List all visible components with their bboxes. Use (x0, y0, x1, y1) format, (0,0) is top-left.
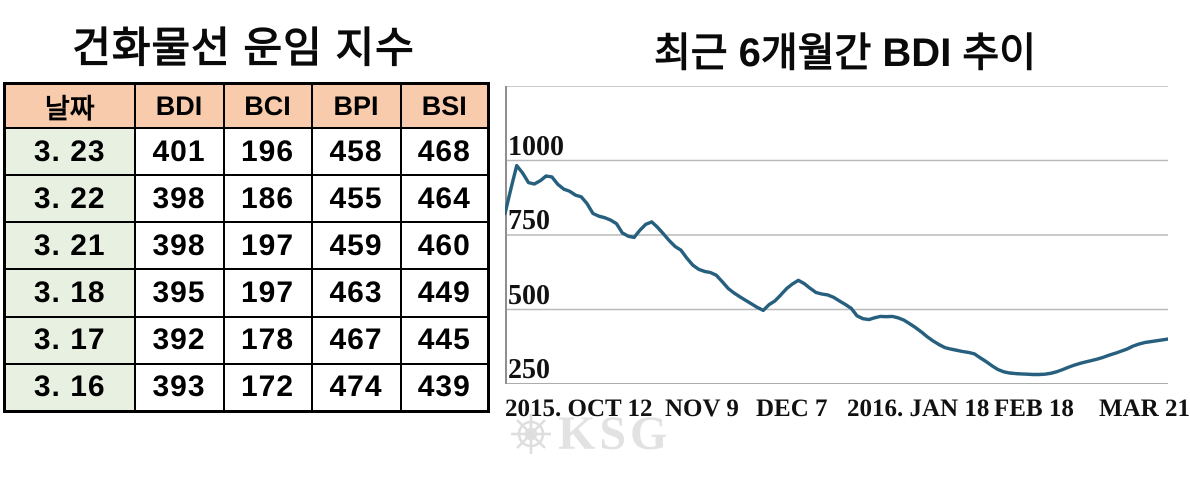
ship-wheel-icon (511, 414, 551, 454)
y-tick-label: 1000 (508, 130, 564, 162)
x-tick-label: MAR 21 (1099, 395, 1190, 422)
value-cell: 172 (222, 362, 313, 413)
bdi-line-chart: 1000 750 500 250 (505, 86, 1168, 384)
value-cell: 398 (133, 174, 225, 224)
date-cell: 3. 21 (3, 221, 136, 271)
column-header: BDI (133, 82, 225, 129)
freight-index-title: 건화물선 운임 지수 (72, 24, 415, 71)
table-row: 3. 17 392 178 467 445 (3, 315, 490, 365)
value-cell: 463 (310, 268, 402, 318)
column-header: BPI (310, 82, 402, 129)
x-axis-labels: 2015. OCT 12 NOV 9 DEC 7 2016. JAN 18 FEB 18… (505, 395, 1190, 426)
date-cell: 3. 16 (3, 362, 136, 413)
value-cell: 186 (222, 174, 313, 224)
value-cell: 467 (310, 315, 402, 365)
watermark-text: KSG (558, 407, 672, 460)
value-cell: 459 (310, 221, 402, 271)
value-cell: 197 (222, 221, 313, 271)
value-cell: 196 (222, 126, 313, 177)
freight-table-body: 3. 23 401 196 458 468 3. 22 398 186 455 464 3. 21 3… (3, 126, 490, 413)
value-cell: 468 (399, 126, 490, 177)
value-cell: 474 (310, 362, 402, 413)
y-tick-label: 250 (508, 354, 550, 385)
value-cell: 458 (310, 126, 402, 177)
x-tick-label: DEC 7 (756, 395, 828, 422)
bdi-chart-title: 최근 6개월간 BDI 추이 (653, 31, 1037, 75)
table-row: 3. 16 393 172 474 439 (3, 362, 490, 413)
date-cell: 3. 17 (3, 315, 136, 365)
ksg-watermark: KSG (508, 410, 671, 458)
value-cell: 460 (399, 221, 490, 271)
table-row: 3. 21 398 197 459 460 (3, 221, 490, 271)
value-cell: 197 (222, 268, 313, 318)
header-row: 날짜 BDI BCI BPI BSI (3, 82, 490, 129)
x-tick-label: FEB 18 (994, 395, 1074, 422)
value-cell: 445 (399, 315, 490, 365)
column-header: BCI (222, 82, 313, 129)
y-tick-label: 750 (508, 205, 550, 236)
date-cell: 3. 18 (3, 268, 136, 318)
x-tick-label: NOV 9 (665, 395, 739, 422)
value-cell: 464 (399, 174, 490, 224)
table-row: 3. 23 401 196 458 468 (3, 126, 490, 177)
table-row: 3. 22 398 186 455 464 (3, 174, 490, 224)
value-cell: 449 (399, 268, 490, 318)
value-cell: 395 (133, 268, 225, 318)
column-header: 날짜 (3, 82, 136, 129)
date-cell: 3. 22 (3, 174, 136, 224)
column-header: BSI (399, 82, 490, 129)
freight-table-header: 날짜 BDI BCI BPI BSI (3, 82, 490, 129)
value-cell: 393 (133, 362, 225, 413)
bdi-series-line (505, 163, 1168, 377)
table-row: 3. 18 395 197 463 449 (3, 268, 490, 318)
value-cell: 178 (222, 315, 313, 365)
y-tick-label: 500 (508, 279, 550, 311)
x-tick-label: 2016. JAN 18 (847, 395, 990, 422)
value-cell: 439 (399, 362, 490, 413)
value-cell: 392 (133, 315, 225, 365)
value-cell: 398 (133, 221, 225, 271)
value-cell: 401 (133, 126, 225, 177)
value-cell: 455 (310, 174, 402, 224)
x-tick-label: 2015. OCT 12 (505, 395, 653, 422)
chart-canvas (505, 86, 1168, 384)
date-cell: 3. 23 (3, 126, 136, 177)
freight-table: 날짜 BDI BCI BPI BSI 3. 23 401 196 458 468 3. 22 398… (3, 82, 490, 413)
